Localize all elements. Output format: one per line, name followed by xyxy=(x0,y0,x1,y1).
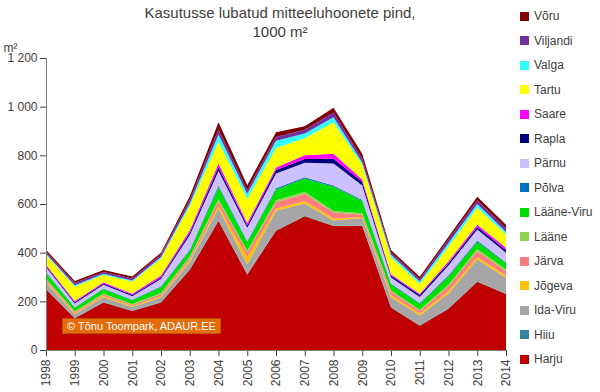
html-text:Ida-Viru: Ida-Viru xyxy=(534,303,576,318)
html-text:Saare: Saare xyxy=(534,107,566,122)
html-text:Järva: Järva xyxy=(534,254,564,269)
html-text:Viljandi: Viljandi xyxy=(534,33,573,48)
svg-text:600: 600 xyxy=(17,197,37,211)
svg-text:1998: 1998 xyxy=(39,359,53,386)
svg-text:200: 200 xyxy=(17,295,37,309)
svg-text:400: 400 xyxy=(17,246,37,260)
svg-text:2004: 2004 xyxy=(212,359,226,386)
html-text:Võru: Võru xyxy=(534,9,560,24)
html-text:Harju: Harju xyxy=(534,352,563,367)
svg-text:m²: m² xyxy=(4,41,18,55)
svg-text:2000: 2000 xyxy=(97,359,111,386)
svg-text:2001: 2001 xyxy=(126,359,140,386)
html-text:Jõgeva: Jõgeva xyxy=(534,278,573,293)
html-text:Hiiu: Hiiu xyxy=(534,327,555,342)
svg-text:2012: 2012 xyxy=(442,359,456,386)
html-text:Kasutusse lubatud mitteeluhoon: Kasutusse lubatud mitteeluhoonete pind, xyxy=(144,4,416,21)
svg-text:2005: 2005 xyxy=(241,359,255,386)
html-text:Pärnu: Pärnu xyxy=(534,156,566,171)
svg-text:2013: 2013 xyxy=(471,359,485,386)
html-text:Lääne: Lääne xyxy=(534,229,568,244)
svg-text:2003: 2003 xyxy=(183,359,197,386)
html-text:Lääne-Viru: Lääne-Viru xyxy=(534,205,593,220)
svg-text:2014: 2014 xyxy=(499,359,513,386)
svg-text:2008: 2008 xyxy=(327,359,341,386)
html-text:Tartu: Tartu xyxy=(534,82,561,97)
svg-text:2002: 2002 xyxy=(154,359,168,386)
svg-text:1999: 1999 xyxy=(68,359,82,386)
svg-text:2011: 2011 xyxy=(413,359,427,385)
html-text:© Tõnu Toompark, ADAUR.EE: © Tõnu Toompark, ADAUR.EE xyxy=(67,320,216,332)
svg-text:0: 0 xyxy=(31,343,38,357)
html-text:Põlva: Põlva xyxy=(534,180,564,195)
svg-text:2009: 2009 xyxy=(356,359,370,386)
svg-text:1 200: 1 200 xyxy=(7,51,38,66)
html-text:Rapla: Rapla xyxy=(534,131,566,146)
svg-text:800: 800 xyxy=(17,149,37,163)
svg-text:1 000: 1 000 xyxy=(7,100,37,114)
html-text:Valga: Valga xyxy=(534,58,564,73)
svg-text:2007: 2007 xyxy=(298,359,312,386)
html-text:1000 m²: 1000 m² xyxy=(252,23,308,40)
svg-text:2010: 2010 xyxy=(384,359,398,386)
svg-text:2006: 2006 xyxy=(269,359,283,386)
